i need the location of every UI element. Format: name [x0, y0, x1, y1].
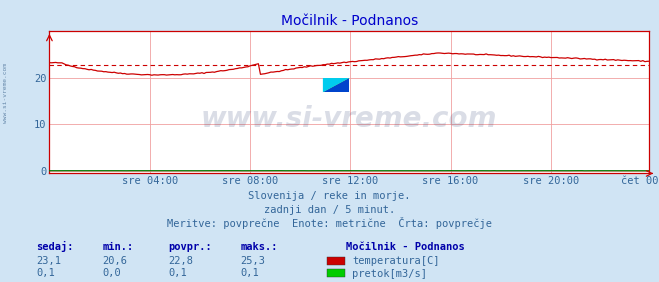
FancyBboxPatch shape — [323, 78, 349, 92]
Text: 23,1: 23,1 — [36, 256, 61, 266]
Text: zadnji dan / 5 minut.: zadnji dan / 5 minut. — [264, 205, 395, 215]
Text: maks.:: maks.: — [241, 242, 278, 252]
Text: temperatura[C]: temperatura[C] — [352, 256, 440, 266]
Text: www.si-vreme.com: www.si-vreme.com — [201, 105, 498, 133]
Text: min.:: min.: — [102, 242, 133, 252]
Text: Slovenija / reke in morje.: Slovenija / reke in morje. — [248, 191, 411, 201]
Text: 20,6: 20,6 — [102, 256, 127, 266]
Text: povpr.:: povpr.: — [168, 242, 212, 252]
Text: Meritve: povprečne  Enote: metrične  Črta: povprečje: Meritve: povprečne Enote: metrične Črta:… — [167, 217, 492, 229]
Title: Močilnik - Podnanos: Močilnik - Podnanos — [281, 14, 418, 28]
Text: pretok[m3/s]: pretok[m3/s] — [352, 268, 427, 279]
Polygon shape — [323, 78, 349, 92]
Text: 0,1: 0,1 — [241, 268, 259, 278]
Polygon shape — [323, 78, 349, 92]
Text: 0,1: 0,1 — [168, 268, 186, 278]
Text: 22,8: 22,8 — [168, 256, 193, 266]
Text: www.si-vreme.com: www.si-vreme.com — [3, 63, 8, 123]
Text: sedaj:: sedaj: — [36, 241, 74, 252]
Text: 0,0: 0,0 — [102, 268, 121, 278]
Text: 25,3: 25,3 — [241, 256, 266, 266]
Text: 0,1: 0,1 — [36, 268, 55, 278]
Text: Močilnik - Podnanos: Močilnik - Podnanos — [346, 242, 465, 252]
